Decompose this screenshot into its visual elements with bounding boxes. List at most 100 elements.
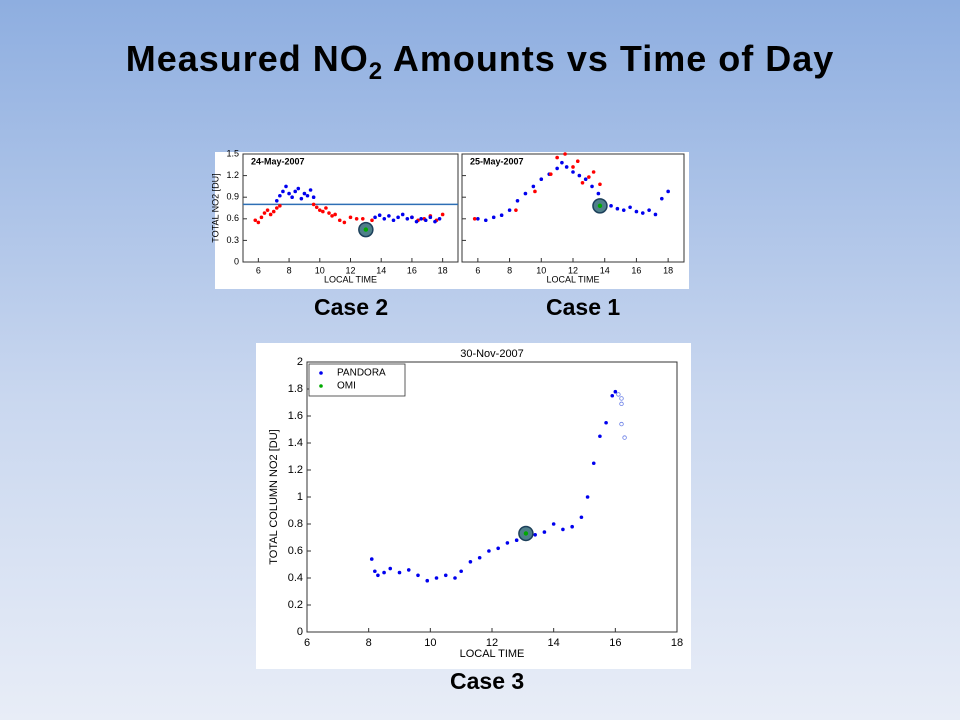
x-tick-label: 12	[568, 265, 578, 275]
y-tick-label: 1.8	[288, 383, 303, 395]
title-sub: 2	[368, 58, 384, 86]
point	[256, 220, 261, 225]
point	[459, 569, 463, 574]
y-tick-label: 1.2	[288, 464, 303, 476]
x-tick-label: 16	[609, 637, 621, 649]
point	[377, 213, 382, 217]
point	[585, 495, 590, 499]
y-tick-label: 0	[234, 256, 239, 266]
point	[354, 217, 359, 221]
point	[571, 170, 575, 174]
y-tick-label: 1.6	[288, 410, 303, 422]
point	[388, 566, 393, 571]
point	[317, 208, 322, 212]
point	[615, 206, 620, 211]
point	[483, 218, 488, 223]
point	[555, 155, 559, 160]
x-axis-label: LOCAL TIME	[324, 274, 377, 284]
plot-frame	[461, 153, 685, 263]
legend-swatch	[319, 371, 323, 375]
x-tick-label: 14	[376, 265, 386, 275]
plot-frame	[242, 153, 459, 263]
point	[453, 576, 457, 580]
point	[514, 208, 518, 212]
point	[533, 189, 537, 194]
point	[622, 435, 627, 440]
point	[321, 209, 325, 214]
x-tick-label: 8	[366, 637, 372, 649]
point	[373, 215, 377, 220]
caption: Case 3	[450, 668, 525, 694]
point	[416, 573, 420, 578]
point	[314, 205, 319, 210]
point	[293, 189, 298, 194]
point	[477, 555, 482, 560]
y-tick-label: 0.6	[226, 213, 239, 223]
point	[387, 214, 391, 218]
point	[274, 206, 279, 210]
point	[590, 184, 594, 189]
x-tick-label: 16	[631, 265, 641, 275]
point	[265, 208, 270, 212]
point	[278, 193, 282, 198]
y-axis-label: TOTAL NO2 [DU]	[210, 173, 220, 242]
x-tick-label: 8	[287, 265, 292, 275]
point	[653, 212, 658, 217]
point	[570, 524, 574, 529]
x-tick-label: 16	[407, 265, 417, 275]
y-tick-label: 0	[297, 626, 303, 638]
point	[619, 396, 624, 401]
point	[666, 189, 670, 194]
y-tick-label: 1.2	[226, 170, 239, 180]
point	[619, 421, 624, 427]
legend-label: PANDORA	[337, 368, 386, 379]
point	[597, 203, 603, 209]
x-tick-label: 18	[671, 637, 683, 649]
caption: Case 2	[314, 294, 389, 320]
point	[514, 538, 519, 542]
point	[575, 159, 580, 163]
x-axis-label: LOCAL TIME	[546, 274, 599, 284]
point	[598, 182, 602, 187]
point	[523, 531, 529, 536]
point	[327, 211, 331, 215]
point	[580, 181, 585, 185]
point	[271, 209, 276, 214]
y-tick-label: 0.6	[288, 545, 303, 557]
point	[425, 578, 430, 583]
point	[539, 177, 544, 181]
point	[472, 217, 477, 221]
x-tick-label: 18	[438, 265, 448, 275]
y-tick-label: 0.3	[226, 235, 239, 245]
point	[274, 199, 279, 203]
point	[376, 573, 380, 578]
y-tick-label: 2	[297, 356, 303, 368]
x-tick-label: 14	[600, 265, 610, 275]
point	[397, 570, 402, 575]
point	[363, 227, 369, 232]
point	[308, 188, 313, 192]
point	[268, 212, 273, 217]
point	[468, 560, 473, 564]
point	[302, 191, 307, 196]
y-tick-label: 0.4	[288, 572, 303, 584]
point	[433, 219, 437, 224]
point	[515, 199, 520, 203]
point	[337, 218, 342, 223]
point	[440, 212, 445, 217]
point	[434, 576, 439, 580]
point	[505, 541, 510, 545]
y-axis-label: TOTAL COLUMN NO2 [DU]	[268, 429, 280, 564]
point	[311, 202, 316, 207]
point	[598, 434, 602, 439]
point	[305, 193, 310, 198]
point	[369, 557, 374, 561]
point	[596, 191, 601, 196]
point	[296, 186, 301, 191]
x-tick-label: 10	[424, 637, 436, 649]
point	[628, 205, 632, 210]
point	[405, 217, 410, 221]
x-tick-label: 14	[548, 637, 560, 649]
point	[613, 389, 618, 394]
y-tick-label: 1.4	[288, 437, 303, 449]
